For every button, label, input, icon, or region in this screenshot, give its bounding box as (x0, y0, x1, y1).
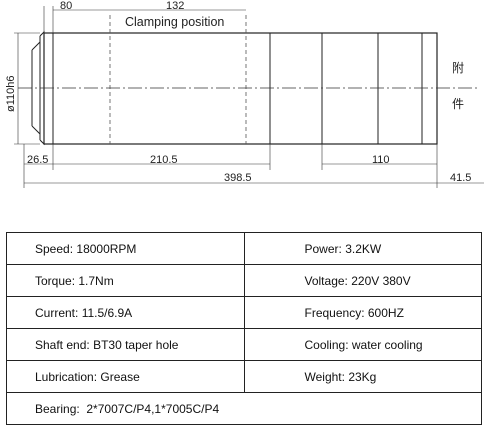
table-row: Torque: 1.7Nm Voltage: 220V 380V (6, 264, 482, 297)
spec-current: Current: 11.5/6.9A (6, 296, 245, 329)
spindle-drawing: 80 132 Clamping position ø110h6 26.5 210… (5, 0, 484, 188)
dim-41-5: 41.5 (450, 172, 471, 184)
spindle-tail (421, 32, 438, 145)
spec-speed: Speed: 18000RPM (6, 232, 245, 265)
spec-bearing: Bearing: 2*7007C/P4,1*7005C/P4 (6, 392, 482, 425)
spec-frequency: Frequency: 600HZ (243, 296, 482, 329)
spec-table: Speed: 18000RPM Power: 3.2KW Torque: 1.7… (6, 232, 482, 425)
dim-26-5: 26.5 (27, 154, 48, 166)
dim-132: 132 (166, 0, 184, 12)
dim-80: 80 (60, 0, 72, 12)
dim-diameter: ø110h6 (5, 76, 17, 113)
spec-lubrication: Lubrication: Grease (6, 360, 245, 393)
spec-cooling: Cooling: water cooling (243, 328, 482, 361)
table-row: Shaft end: BT30 taper hole Cooling: wate… (6, 328, 482, 361)
spec-torque: Torque: 1.7Nm (6, 264, 245, 297)
dim-210-5: 210.5 (150, 154, 178, 166)
side-text-1: 附 (452, 61, 464, 75)
table-row: Bearing: 2*7007C/P4,1*7005C/P4 (6, 392, 482, 425)
spec-weight: Weight: 23Kg (243, 360, 482, 393)
clamping-position-label: Clamping position (125, 15, 224, 29)
table-row: Current: 11.5/6.9A Frequency: 600HZ (6, 296, 482, 329)
spec-power: Power: 3.2KW (243, 232, 482, 265)
dim-398-5: 398.5 (224, 172, 252, 184)
side-text-2: 件 (452, 97, 464, 111)
table-row: Lubrication: Grease Weight: 23Kg (6, 360, 482, 393)
spec-voltage: Voltage: 220V 380V (243, 264, 482, 297)
dim-110: 110 (372, 154, 390, 166)
spec-shaft-end: Shaft end: BT30 taper hole (6, 328, 245, 361)
table-row: Speed: 18000RPM Power: 3.2KW (6, 232, 482, 265)
